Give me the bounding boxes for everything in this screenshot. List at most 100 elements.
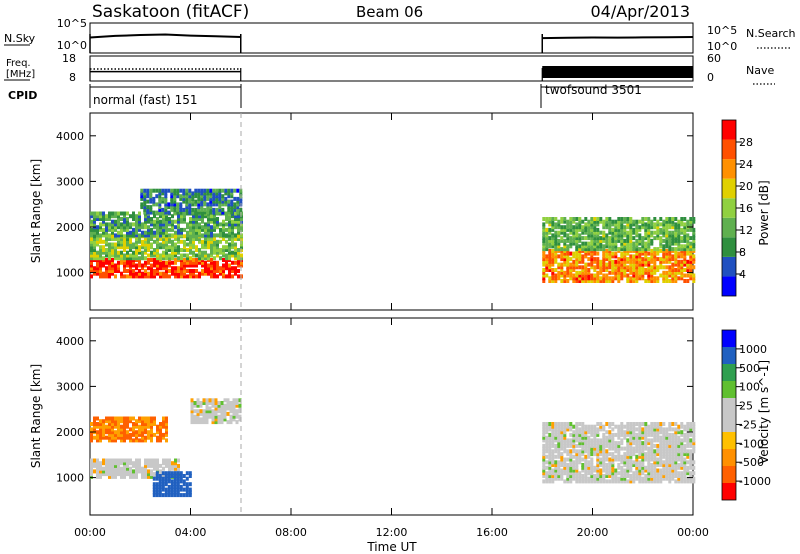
range-cell	[147, 474, 150, 479]
range-cell	[566, 452, 570, 457]
range-cell	[96, 472, 99, 477]
range-cell	[548, 227, 552, 232]
range-cell	[680, 432, 684, 437]
range-cell	[165, 214, 168, 219]
range-cell	[647, 270, 651, 275]
range-cell	[620, 238, 624, 243]
range-cell	[683, 254, 687, 259]
range-cell	[599, 460, 603, 465]
range-cell	[132, 233, 135, 238]
range-cell	[132, 263, 135, 268]
range-cell	[210, 219, 213, 224]
range-cell	[653, 270, 657, 275]
range-cell	[641, 222, 645, 227]
range-cell	[671, 476, 675, 481]
range-cell	[174, 250, 177, 255]
range-cell	[545, 424, 549, 429]
range-cell	[132, 432, 135, 437]
range-cell	[180, 256, 183, 261]
range-cell	[608, 244, 612, 249]
range-cell	[557, 270, 561, 275]
range-cell	[563, 244, 567, 249]
range-cell	[222, 250, 225, 255]
range-cell	[188, 210, 192, 215]
range-cell	[689, 479, 693, 484]
range-cell	[656, 479, 660, 484]
range-cell	[144, 466, 147, 471]
range-cell	[102, 461, 105, 466]
range-cell	[170, 484, 174, 489]
range-cell	[209, 210, 213, 215]
range-cell	[174, 253, 177, 258]
range-cell	[196, 401, 200, 405]
range-cell	[185, 490, 189, 495]
range-cell	[656, 449, 660, 454]
range-cell	[680, 457, 684, 462]
range-cell	[150, 430, 153, 435]
range-cell	[114, 227, 117, 232]
range-cell	[132, 274, 135, 279]
range-cell	[566, 463, 570, 467]
range-cell	[189, 239, 192, 244]
range-cell	[629, 230, 633, 235]
range-cell	[93, 424, 96, 429]
range-cell	[590, 217, 594, 221]
range-cell	[179, 205, 183, 210]
range-cell	[659, 468, 663, 473]
range-cell	[545, 247, 549, 252]
range-cell	[90, 227, 93, 232]
range-cell	[114, 266, 117, 271]
range-cell	[584, 230, 588, 235]
range-cell	[677, 438, 681, 443]
x-tick-label: 16:00	[476, 526, 508, 539]
range-cell	[584, 236, 588, 241]
range-cell	[632, 435, 636, 440]
range-cell	[150, 472, 153, 477]
range-cell	[638, 465, 642, 470]
range-cell	[626, 233, 630, 238]
range-cell	[653, 265, 657, 270]
range-cell	[114, 250, 117, 255]
range-cell	[653, 217, 657, 221]
range-cell	[123, 214, 126, 219]
range-cell	[575, 259, 579, 264]
range-cell	[225, 248, 228, 252]
range-cell	[677, 471, 681, 476]
range-cell	[653, 222, 657, 227]
range-cell	[581, 219, 585, 224]
range-cell	[156, 256, 159, 261]
range-cell	[629, 443, 633, 448]
range-cell	[626, 430, 630, 435]
range-cell	[662, 471, 666, 476]
range-cell	[653, 457, 657, 462]
range-cell	[626, 432, 630, 437]
range-cell	[605, 463, 609, 467]
range-cell	[554, 468, 558, 473]
range-cell	[635, 422, 639, 426]
range-cell	[629, 265, 633, 270]
range-cell	[96, 435, 99, 440]
range-cell	[190, 414, 194, 419]
range-cell	[626, 422, 630, 426]
range-cell	[566, 468, 570, 473]
range-cell	[135, 435, 138, 440]
range-cell	[168, 222, 171, 227]
range-cell	[144, 435, 147, 440]
range-cell	[656, 471, 660, 476]
range-cell	[629, 247, 633, 252]
range-cell	[641, 443, 645, 448]
range-cell	[578, 430, 582, 435]
range-cell	[542, 468, 546, 473]
range-cell	[545, 236, 549, 241]
range-cell	[210, 237, 213, 241]
range-cell	[239, 188, 243, 193]
range-cell	[674, 468, 678, 473]
range-cell	[173, 476, 177, 481]
range-cell	[168, 274, 171, 279]
range-cell	[159, 266, 162, 271]
range-cell	[99, 253, 102, 258]
range-cell	[623, 233, 627, 238]
range-cell	[204, 263, 207, 268]
range-cell	[548, 248, 552, 253]
range-cell	[135, 219, 138, 224]
